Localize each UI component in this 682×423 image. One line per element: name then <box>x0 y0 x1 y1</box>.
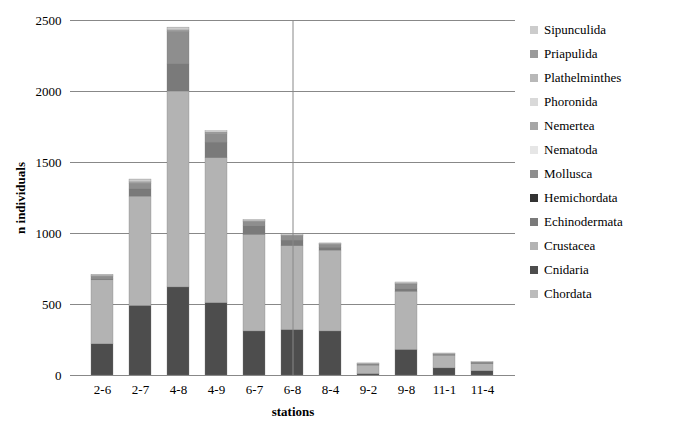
svg-text:11-4: 11-4 <box>471 382 495 397</box>
svg-text:1000: 1000 <box>36 226 62 241</box>
svg-text:6-8: 6-8 <box>284 382 301 397</box>
svg-text:4-8: 4-8 <box>170 382 187 397</box>
svg-text:11-1: 11-1 <box>433 382 456 397</box>
html-text:Cnidaria: Cnidaria <box>544 262 589 277</box>
svg-text:4-9: 4-9 <box>208 382 225 397</box>
html-text:Mollusca: Mollusca <box>544 166 593 181</box>
svg-text:2-7: 2-7 <box>132 382 150 397</box>
svg-text:6-7: 6-7 <box>246 382 264 397</box>
svg-text:stations: stations <box>272 404 315 419</box>
html-text:Plathelminthes: Plathelminthes <box>544 70 622 85</box>
html-text:Chordata: Chordata <box>544 286 592 301</box>
svg-text:2500: 2500 <box>36 13 62 28</box>
svg-text:n individuals: n individuals <box>13 162 28 234</box>
svg-text:2-6: 2-6 <box>94 382 112 397</box>
svg-text:9-2: 9-2 <box>360 382 377 397</box>
svg-text:1500: 1500 <box>36 155 62 170</box>
html-text:Nemertea: Nemertea <box>544 118 595 133</box>
svg-text:8-4: 8-4 <box>322 382 340 397</box>
html-text:Hemichordata: Hemichordata <box>544 190 618 205</box>
html-text:Phoronida: Phoronida <box>544 94 598 109</box>
html-text:Sipunculida: Sipunculida <box>544 22 607 37</box>
html-text:Priapulida: Priapulida <box>544 46 598 61</box>
svg-text:9-8: 9-8 <box>398 382 415 397</box>
html-text:Crustacea: Crustacea <box>544 238 596 253</box>
svg-text:500: 500 <box>42 297 62 312</box>
svg-text:2000: 2000 <box>36 84 62 99</box>
html-text:Echinodermata: Echinodermata <box>544 214 623 229</box>
html-text:Nematoda: Nematoda <box>544 142 598 157</box>
svg-text:0: 0 <box>55 368 62 383</box>
